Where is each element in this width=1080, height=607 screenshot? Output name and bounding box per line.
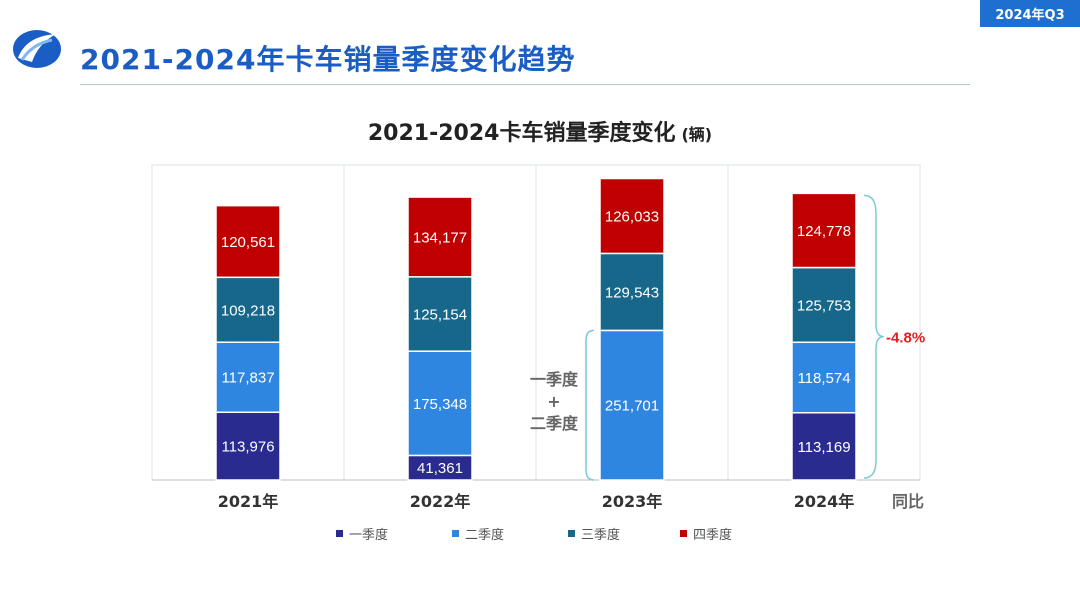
data-label: 113,169 <box>797 439 850 456</box>
chart-title-unit: (辆) <box>681 125 713 144</box>
legend-swatch-2 <box>452 530 459 537</box>
bar-segment-3 <box>215 276 281 343</box>
bar-segment-4 <box>215 204 281 279</box>
legend-label: 二季度 <box>465 527 504 543</box>
legend-swatch-4 <box>680 530 687 537</box>
period-tag: 2024年Q3 <box>980 0 1080 27</box>
bar-segment-1 <box>215 411 281 481</box>
bar-segment-2 <box>791 341 857 414</box>
bar-segment-1 <box>407 454 473 481</box>
combined-label-line: 一季度 <box>530 370 579 389</box>
data-label: 175,348 <box>413 396 467 413</box>
data-label: 134,177 <box>413 229 467 246</box>
chart-title: 2021-2024卡车销量季度变化 (辆) <box>0 115 1080 147</box>
data-label: 120,561 <box>221 234 275 251</box>
bar-segment-4 <box>407 196 473 278</box>
legend-label: 四季度 <box>693 527 732 543</box>
legend-label: 一季度 <box>349 527 388 543</box>
legend-label: 三季度 <box>581 527 620 543</box>
bar-segment-1 <box>791 411 857 481</box>
data-label: 109,218 <box>221 302 275 319</box>
legend-swatch-1 <box>336 530 343 537</box>
chart-title-text: 2021-2024卡车销量季度变化 <box>367 121 676 146</box>
data-label: 251,701 <box>605 398 659 415</box>
yoy-value: -4.8% <box>886 330 925 347</box>
data-label: 117,837 <box>221 370 274 387</box>
x-tick-label: 2022年 <box>410 492 471 511</box>
x-tick-label: 2023年 <box>602 492 663 511</box>
data-label: 125,154 <box>413 307 467 324</box>
bar-segment-4 <box>599 177 665 255</box>
data-label: 126,033 <box>605 208 659 225</box>
page-title: 2021-2024年卡车销量季度变化趋势 <box>80 43 576 76</box>
bar-segment-2 <box>215 341 281 414</box>
combined-bracket <box>585 329 595 481</box>
bar-segment-3 <box>791 266 857 344</box>
yoy-brace <box>863 194 885 479</box>
data-label: 41,361 <box>417 460 463 477</box>
combined-label-line: + <box>547 392 560 411</box>
data-label: 113,976 <box>221 439 274 456</box>
bar-segment-2 <box>599 329 665 481</box>
data-label: 118,574 <box>797 370 850 387</box>
bar-segment-3 <box>407 276 473 352</box>
data-label: 125,753 <box>797 297 851 314</box>
legend-swatch-3 <box>568 530 575 537</box>
bar-segment-4 <box>791 192 857 269</box>
yoy-axis-label: 同比 <box>892 492 924 511</box>
combined-label-line: 二季度 <box>530 414 579 433</box>
x-tick-label: 2021年 <box>218 492 279 511</box>
data-label: 129,543 <box>605 284 659 301</box>
title-divider <box>80 84 970 85</box>
x-tick-label: 2024年 <box>794 492 855 511</box>
logo-icon <box>13 30 61 68</box>
data-label: 124,778 <box>797 223 851 240</box>
